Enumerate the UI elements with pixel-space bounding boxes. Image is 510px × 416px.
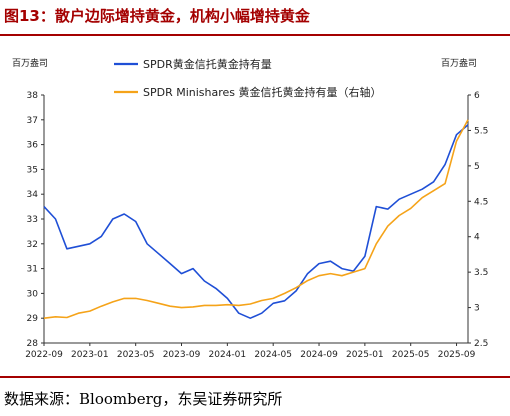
- figure-title: 图13：散户边际增持黄金，机构小幅增持黄金: [4, 7, 310, 25]
- left-tick-label: 38: [27, 91, 39, 101]
- left-tick-label: 29: [27, 314, 39, 324]
- right-tick-label: 5: [474, 162, 480, 172]
- left-tick-label: 32: [27, 240, 38, 250]
- right-tick-label: 4.5: [474, 197, 488, 207]
- left-tick-label: 36: [27, 141, 39, 151]
- x-tick-label: 2024-09: [300, 350, 338, 360]
- right-tick-label: 3.5: [474, 268, 488, 278]
- source-text: 数据来源：Bloomberg，东吴证券研究所: [4, 390, 283, 408]
- legend-label: SPDR Minishares 黄金信托黄金持有量（右轴）: [143, 85, 382, 99]
- title-bar: 图13：散户边际增持黄金，机构小幅增持黄金: [0, 0, 510, 36]
- right-tick-label: 3: [474, 304, 480, 314]
- series-line: [43, 124, 469, 320]
- x-tick-label: 2025-01: [346, 350, 384, 360]
- x-tick-label: 2023-01: [71, 350, 109, 360]
- left-tick-label: 34: [27, 190, 39, 200]
- left-tick-label: 37: [27, 116, 38, 126]
- left-tick-label: 33: [27, 215, 38, 225]
- left-tick-label: 35: [27, 165, 38, 175]
- right-tick-label: 5.5: [474, 126, 488, 136]
- source-bar: 数据来源：Bloomberg，东吴证券研究所: [0, 376, 510, 416]
- legend-label: SPDR黄金信托黄金持有量: [143, 57, 272, 71]
- x-tick-label: 2025-05: [392, 350, 430, 360]
- right-tick-label: 2.5: [474, 339, 488, 349]
- left-tick-label: 31: [27, 265, 38, 275]
- x-tick-label: 2023-09: [163, 350, 201, 360]
- x-tick-label: 2025-09: [438, 350, 476, 360]
- x-tick-label: 2024-05: [254, 350, 292, 360]
- series-line: [43, 119, 469, 319]
- x-tick-label: 2022-09: [25, 350, 63, 360]
- left-tick-label: 30: [27, 289, 39, 299]
- x-tick-label: 2024-01: [209, 350, 247, 360]
- right-tick-label: 4: [474, 233, 480, 243]
- left-axis-unit: 百万盎司: [12, 57, 48, 69]
- right-axis-unit: 百万盎司: [441, 57, 477, 69]
- right-tick-label: 6: [474, 91, 480, 101]
- x-tick-label: 2023-05: [117, 350, 155, 360]
- left-tick-label: 28: [27, 339, 39, 349]
- chart: 28 29 30 31 32 33 34 35 36 37 38 2.5 3 3.5 4 4.5 5 5.5 6 20…: [12, 57, 488, 360]
